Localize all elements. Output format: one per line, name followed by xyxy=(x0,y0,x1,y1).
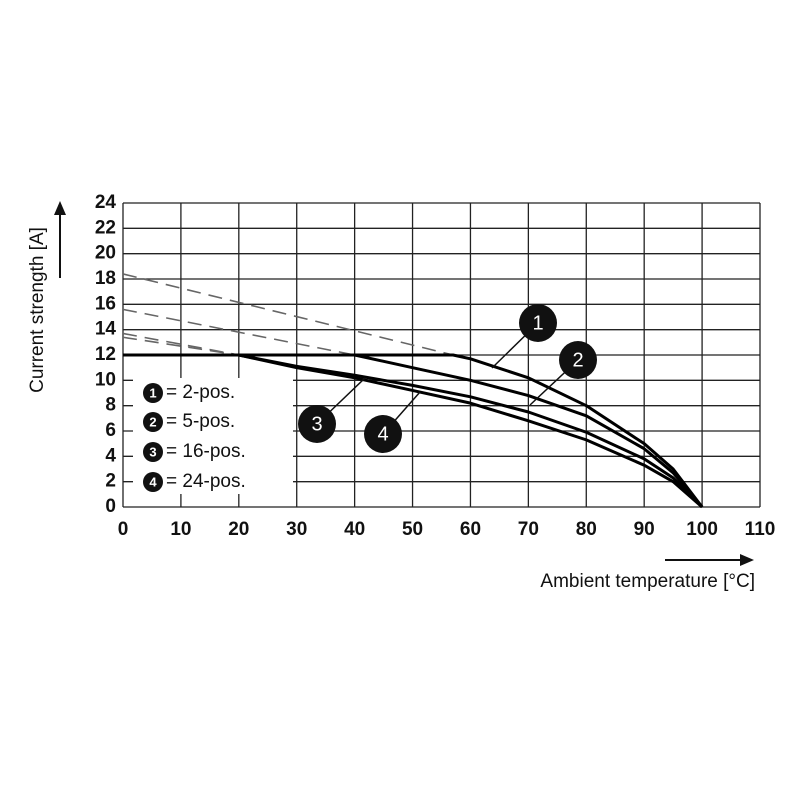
callout-circle xyxy=(298,405,336,443)
x-arrow-head xyxy=(740,554,754,566)
callout-label: 3 xyxy=(311,413,322,435)
x-tick-label: 70 xyxy=(518,519,539,540)
legend-marker-label: 3 xyxy=(149,444,156,459)
y-tick-label: 20 xyxy=(95,243,116,264)
derating-line xyxy=(123,353,704,509)
legend-marker-label: 4 xyxy=(149,474,157,489)
y-arrow-head xyxy=(54,201,66,215)
x-tick-label: 0 xyxy=(118,519,129,540)
callout-circle xyxy=(559,341,597,379)
x-tick-label: 100 xyxy=(686,519,718,540)
x-tick-label: 10 xyxy=(170,519,191,540)
x-tick-label: 90 xyxy=(634,519,655,540)
y-tick-label: 24 xyxy=(95,192,117,213)
y-tick-label: 18 xyxy=(95,268,116,289)
x-tick-label: 80 xyxy=(576,519,597,540)
callout-circle xyxy=(364,415,402,453)
y-tick-label: 2 xyxy=(105,471,116,492)
derating-line xyxy=(123,353,704,508)
legend-marker-label: 2 xyxy=(149,414,156,429)
y-tick-label: 12 xyxy=(95,344,116,365)
y-tick-label: 22 xyxy=(95,217,116,238)
x-axis-label: Ambient temperature [°C] xyxy=(540,571,755,592)
extrapolation-line xyxy=(122,336,239,356)
legend-label: = 16-pos. xyxy=(166,441,246,462)
legend-marker-label: 1 xyxy=(149,385,156,400)
y-tick-label: 14 xyxy=(95,319,117,340)
y-tick-label: 4 xyxy=(105,445,116,466)
y-tick-label: 16 xyxy=(95,293,116,314)
extrapolation-line xyxy=(122,308,355,356)
legend: 1 = 2-pos. 2 = 5-pos. 3 = 16-pos. 4 = 24-pos. xyxy=(133,378,293,494)
legend-label: = 5-pos. xyxy=(166,411,235,432)
y-tick-label: 0 xyxy=(105,496,116,517)
legend-label: = 24-pos. xyxy=(166,471,246,492)
x-tick-label: 50 xyxy=(402,519,423,540)
callout-label: 4 xyxy=(377,423,388,445)
callouts: 1 2 3 4 xyxy=(298,304,597,453)
derating-line xyxy=(123,353,704,508)
y-tick-label: 6 xyxy=(105,420,116,441)
y-tick-label: 10 xyxy=(95,369,116,390)
x-tick-label: 30 xyxy=(286,519,307,540)
x-tick-label: 40 xyxy=(344,519,365,540)
x-tick-label: 60 xyxy=(460,519,481,540)
legend-marker xyxy=(143,472,163,492)
callout-label: 1 xyxy=(532,312,543,334)
legend-marker xyxy=(143,442,163,462)
extrapolation-line xyxy=(122,273,454,356)
lines xyxy=(122,273,704,509)
callout-circle xyxy=(519,304,557,342)
y-tick-label: 8 xyxy=(105,395,116,416)
legend-label: = 2-pos. xyxy=(166,382,235,403)
x-tick-label: 20 xyxy=(228,519,249,540)
legend-marker xyxy=(143,412,163,432)
callout-label: 2 xyxy=(572,349,583,371)
y-axis-label: Current strength [A] xyxy=(27,227,48,393)
x-tick-label: 110 xyxy=(745,519,776,540)
legend-marker xyxy=(143,383,163,403)
